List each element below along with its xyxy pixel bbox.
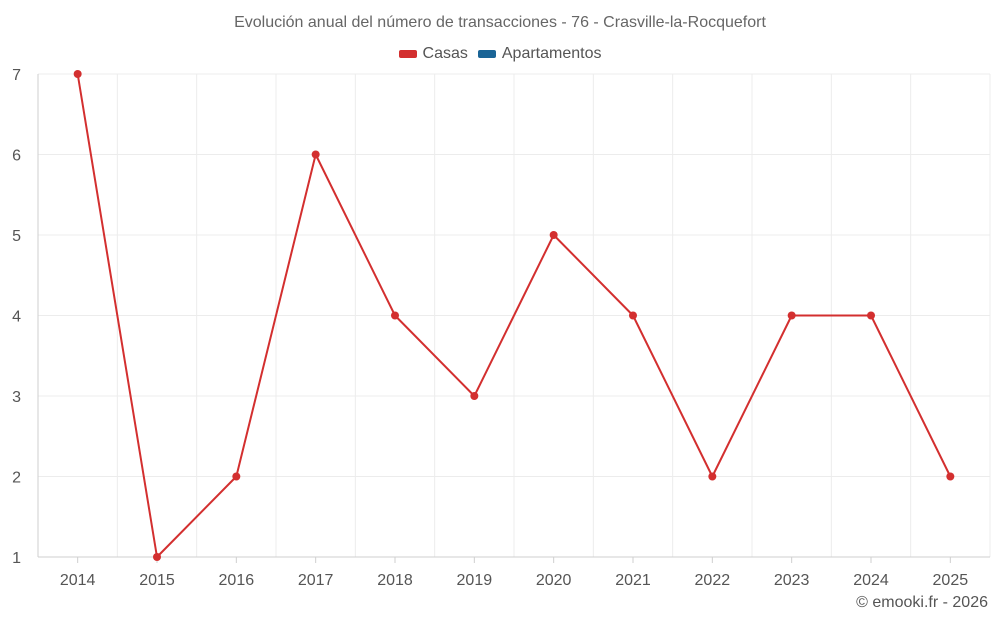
x-tick-label: 2022 — [695, 572, 731, 589]
x-tick-label: 2015 — [139, 572, 175, 589]
y-tick-label: 6 — [12, 148, 21, 165]
legend-swatch-casas — [398, 50, 417, 58]
legend-item-apartamentos[interactable]: Apartamentos — [477, 45, 602, 63]
data-point — [629, 311, 637, 320]
chart-title: Evolución anual del número de transaccio… — [234, 14, 766, 31]
y-tick-label: 2 — [12, 470, 21, 487]
x-tick-label: 2017 — [298, 572, 334, 589]
data-point — [549, 231, 558, 239]
data-point — [232, 472, 241, 481]
x-tick-label: 2021 — [615, 572, 651, 589]
y-tick-label: 7 — [12, 67, 21, 84]
data-point — [153, 553, 161, 561]
legend-label-casas: Casas — [422, 45, 468, 62]
data-point — [708, 472, 717, 481]
legend-swatch-apartamentos — [477, 50, 496, 58]
legend-item-casas[interactable]: Casas — [398, 45, 468, 63]
data-point — [470, 392, 479, 400]
y-tick-label: 3 — [12, 389, 21, 406]
credit-text: © emooki.fr - 2026 — [856, 594, 988, 611]
x-tick-label: 2025 — [933, 572, 969, 589]
x-tick-label: 2018 — [377, 572, 413, 589]
data-point — [946, 472, 955, 481]
data-point — [73, 70, 82, 78]
x-tick-label: 2023 — [774, 572, 810, 589]
y-tick-label: 4 — [12, 309, 21, 326]
x-tick-label: 2019 — [457, 572, 493, 589]
x-tick-label: 2024 — [853, 572, 889, 589]
data-point — [391, 311, 399, 320]
series-line-casas — [76, 73, 952, 558]
x-tick-label: 2014 — [60, 572, 96, 589]
data-point — [787, 311, 796, 320]
chart-legend: Casas Apartamentos — [0, 45, 1000, 63]
data-point — [311, 150, 320, 159]
y-tick-label: 5 — [12, 228, 21, 245]
legend-label-apartamentos: Apartamentos — [501, 45, 602, 62]
data-point — [867, 311, 875, 320]
x-tick-label: 2020 — [536, 572, 572, 589]
y-tick-label: 1 — [12, 550, 21, 567]
x-tick-label: 2016 — [219, 572, 255, 589]
